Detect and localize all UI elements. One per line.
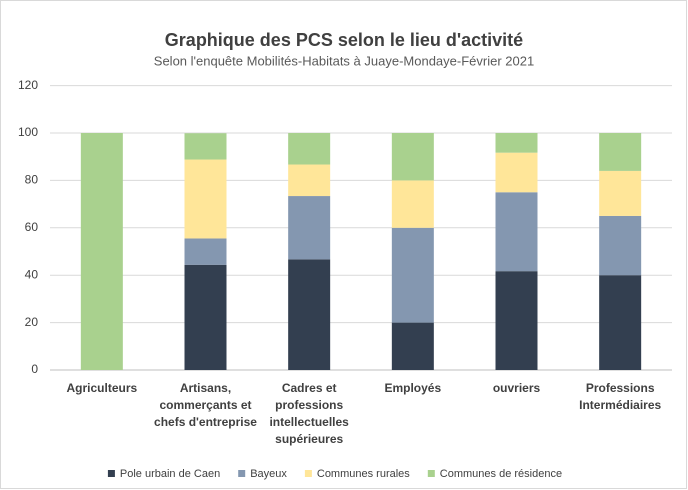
bar-segment xyxy=(391,180,434,228)
y-tick-label: 100 xyxy=(18,125,38,139)
x-tick-label: Artisans, xyxy=(180,381,231,395)
y-tick-label: 0 xyxy=(31,362,38,376)
bar-segment xyxy=(495,192,538,272)
bar-segment xyxy=(288,133,331,165)
legend-label: Communes de résidence xyxy=(440,468,562,480)
legend-label: Bayeux xyxy=(250,468,287,480)
x-tick-label: professions xyxy=(275,398,343,412)
bar-segment xyxy=(80,133,123,370)
legend-label: Communes rurales xyxy=(317,468,410,480)
legend-label: Pole urbain de Caen xyxy=(120,468,220,480)
bar-segment xyxy=(599,133,642,171)
bar-segment xyxy=(184,133,227,160)
bar-segment xyxy=(599,275,642,370)
y-tick-label: 80 xyxy=(25,173,39,187)
x-tick-label: supérieures xyxy=(275,432,343,446)
y-tick-label: 120 xyxy=(18,78,38,92)
chart-subtitle: Selon l'enquête Mobilités-Habitats à Jua… xyxy=(154,53,534,68)
bar-segment xyxy=(391,133,434,181)
bar-segment xyxy=(288,259,331,370)
legend-swatch xyxy=(304,470,312,477)
bar-segment xyxy=(599,215,642,276)
x-tick-label: Agriculteurs xyxy=(66,381,137,395)
x-tick-label: intellectuelles xyxy=(269,415,349,429)
bar-segment xyxy=(495,271,538,370)
x-tick-label: Cadres et xyxy=(282,381,337,395)
x-tick-label: chefs d'entreprise xyxy=(154,415,257,429)
bar-segment xyxy=(599,170,642,216)
y-tick-label: 20 xyxy=(25,315,39,329)
chart-title: Graphique des PCS selon le lieu d'activi… xyxy=(165,30,523,50)
y-tick-label: 60 xyxy=(25,220,39,234)
bar-segment xyxy=(495,133,538,153)
bar-segment xyxy=(184,238,227,265)
y-tick-label: 40 xyxy=(25,267,39,281)
x-tick-label: ouvriers xyxy=(493,381,541,395)
bar-segment xyxy=(495,152,538,193)
legend-swatch xyxy=(107,470,115,477)
bar-segment xyxy=(288,196,331,260)
bar-segment xyxy=(288,164,331,197)
bar-segment xyxy=(391,227,434,323)
bar-segment xyxy=(184,264,227,370)
x-tick-label: Employés xyxy=(384,381,441,395)
legend-swatch xyxy=(427,470,435,477)
x-tick-label: Intermédiaires xyxy=(579,398,661,412)
legend-swatch xyxy=(238,470,246,477)
bar-segment xyxy=(184,159,227,239)
x-tick-label: Professions xyxy=(586,381,655,395)
x-tick-label: commerçants et xyxy=(159,398,251,412)
bar-segment xyxy=(391,322,434,370)
